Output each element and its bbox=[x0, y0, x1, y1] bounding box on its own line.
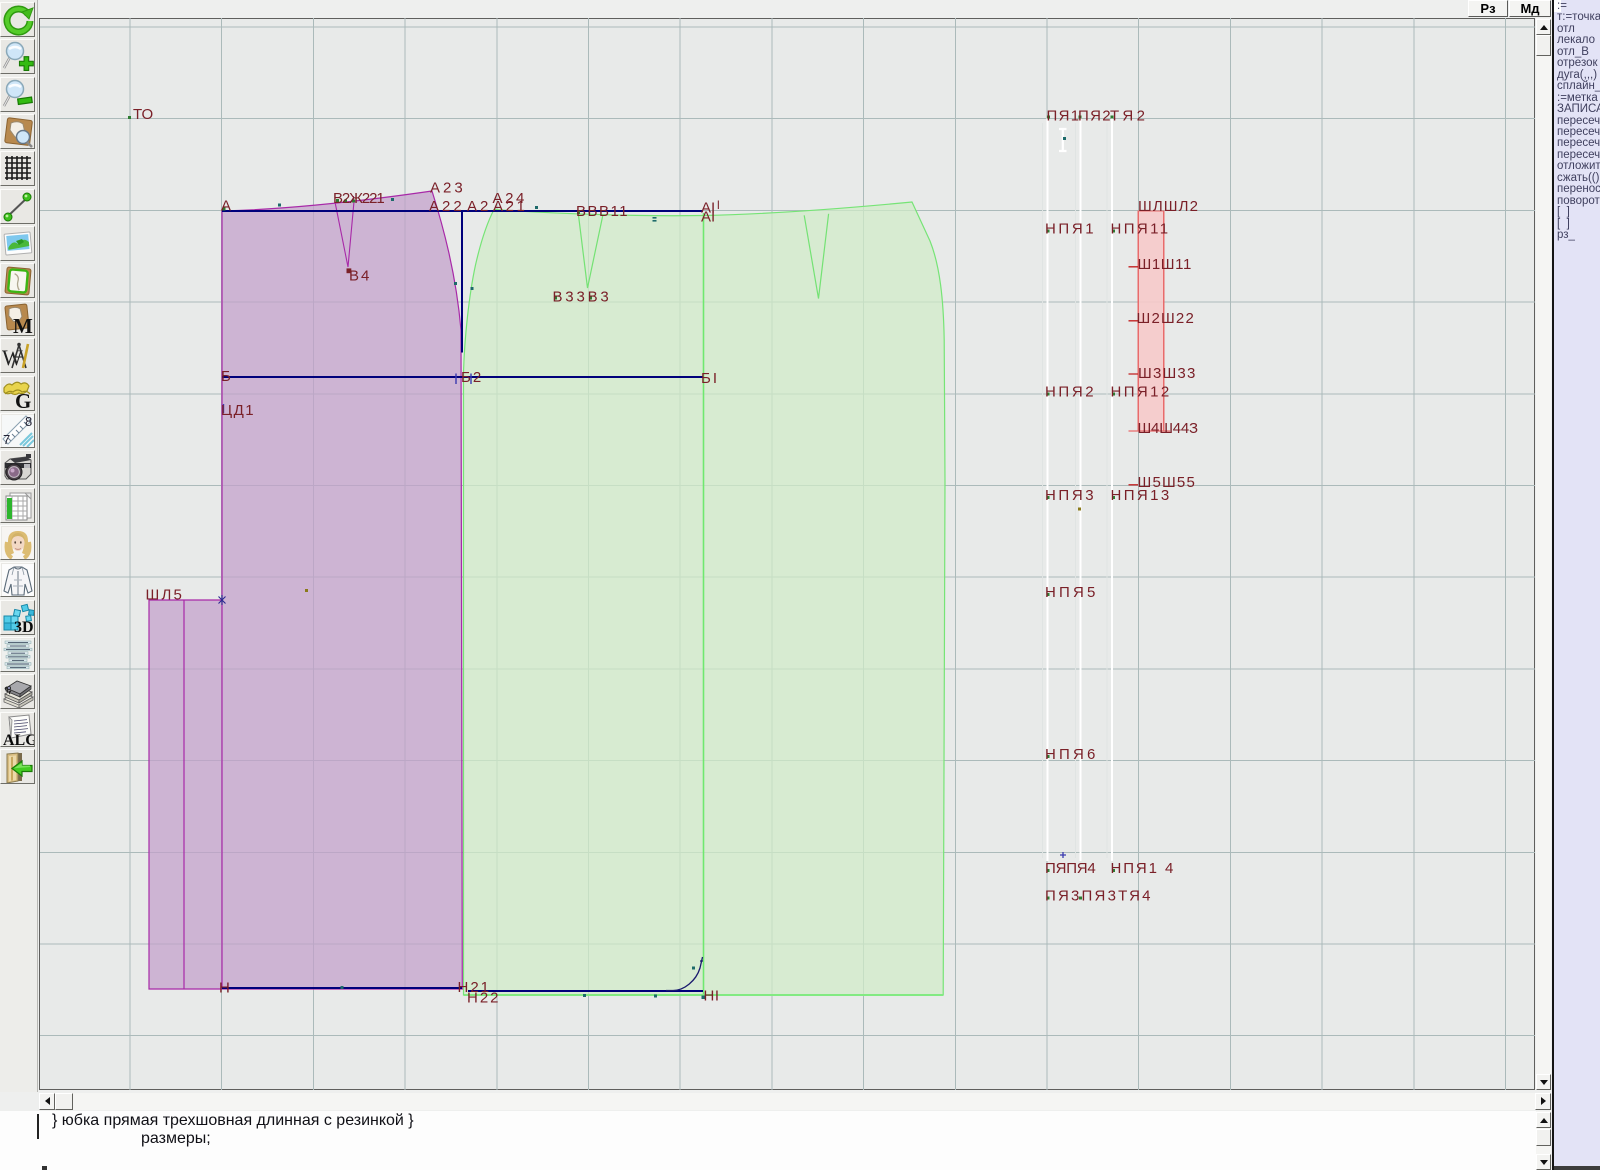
svg-text:ПЯ2: ПЯ2 bbox=[1078, 108, 1112, 125]
svg-text:Ш4Ш44З: Ш4Ш44З bbox=[1138, 420, 1199, 437]
svg-text:ПЯПЯ4: ПЯПЯ4 bbox=[1045, 860, 1096, 877]
svg-text:В2Ж221: В2Ж221 bbox=[333, 190, 384, 207]
svg-text:ТО: ТО bbox=[133, 106, 153, 123]
svg-text:7: 7 bbox=[3, 432, 10, 447]
svg-text:ПЯ3ПЯ3ТЯ4: ПЯ3ПЯ3ТЯ4 bbox=[1045, 888, 1153, 905]
svg-text:M: M bbox=[13, 314, 33, 335]
svg-text:8: 8 bbox=[25, 415, 32, 429]
svg-text:НПЯ13: НПЯ13 bbox=[1111, 487, 1172, 504]
svg-text:А21: А21 bbox=[493, 198, 528, 215]
svg-text:АI: АI bbox=[701, 209, 715, 226]
svg-text:ALG: ALG bbox=[3, 732, 34, 746]
svg-text:НПЯ5: НПЯ5 bbox=[1045, 584, 1099, 601]
svg-text:НI: НI bbox=[704, 988, 720, 1005]
svg-text:Н22: Н22 bbox=[467, 990, 501, 1007]
svg-text:Ш2Ш22: Ш2Ш22 bbox=[1137, 310, 1196, 327]
svg-text:БI: БI bbox=[701, 370, 719, 387]
svg-text:А: А bbox=[221, 197, 231, 214]
svg-text:НПЯ12: НПЯ12 bbox=[1111, 384, 1172, 401]
svg-text:А23: А23 bbox=[430, 180, 466, 197]
svg-text:А2: А2 bbox=[467, 198, 491, 215]
svg-text:l: l bbox=[717, 198, 720, 212]
svg-text:А24: А24 bbox=[493, 190, 528, 207]
svg-text:ШЛШЛ2: ШЛШЛ2 bbox=[1138, 198, 1199, 215]
svg-text:Ш3Ш33: Ш3Ш33 bbox=[1138, 365, 1197, 382]
svg-text:НПЯ3: НПЯ3 bbox=[1045, 487, 1096, 504]
svg-text:3D: 3D bbox=[14, 619, 34, 634]
svg-text:G: G bbox=[15, 389, 31, 410]
svg-text:АI: АI bbox=[701, 200, 715, 217]
svg-text:ТЯ2: ТЯ2 bbox=[1110, 108, 1149, 125]
svg-text:НПЯ11: НПЯ11 bbox=[1111, 221, 1171, 238]
svg-text:НПЯ6: НПЯ6 bbox=[1045, 746, 1099, 763]
svg-text:ПЯ1: ПЯ1 bbox=[1047, 108, 1081, 125]
svg-text:В4: В4 bbox=[349, 268, 371, 285]
svg-text:ШЛ5: ШЛ5 bbox=[146, 587, 185, 604]
svg-text:А22: А22 bbox=[429, 198, 465, 215]
svg-text:НПЯ1: НПЯ1 bbox=[1045, 221, 1096, 238]
svg-text:Б: Б bbox=[221, 368, 231, 385]
svg-text:НПЯ2: НПЯ2 bbox=[1045, 384, 1096, 401]
svg-text:В33В3: В33В3 bbox=[553, 289, 612, 306]
svg-text:ЦД1: ЦД1 bbox=[221, 402, 255, 419]
svg-text:Ш1Ш11: Ш1Ш11 bbox=[1138, 256, 1192, 273]
svg-text:ВВВ11: ВВВ11 bbox=[576, 203, 629, 220]
svg-text:Н21: Н21 bbox=[458, 979, 492, 996]
svg-text:НПЯ1 4: НПЯ1 4 bbox=[1111, 860, 1176, 877]
svg-text:Н: Н bbox=[219, 980, 230, 997]
svg-text:Б2: Б2 bbox=[461, 369, 483, 386]
svg-text:Ш5Ш55: Ш5Ш55 bbox=[1138, 474, 1197, 491]
